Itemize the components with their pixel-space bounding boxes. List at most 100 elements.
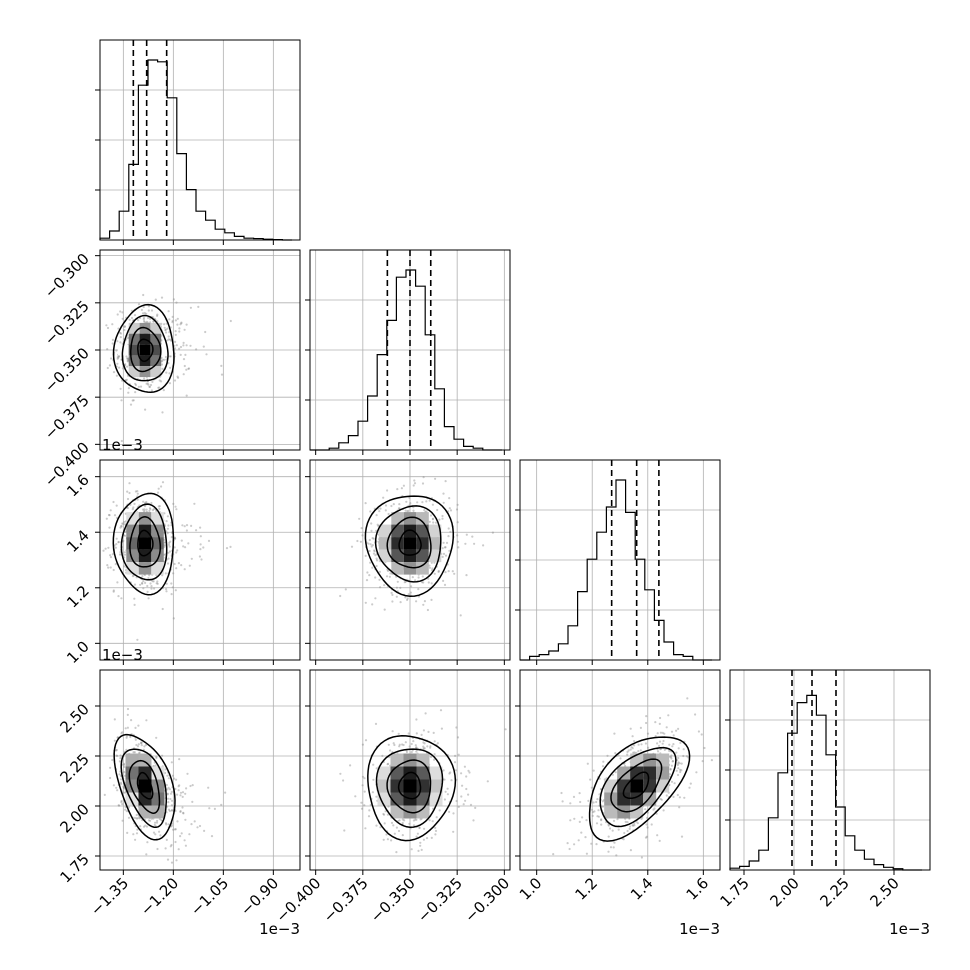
scatter-point: [178, 347, 181, 350]
contour-line: [374, 505, 442, 583]
scatter-point: [115, 754, 118, 757]
scatter-point: [150, 585, 153, 588]
scatter-point: [371, 544, 374, 547]
scatter-point: [401, 834, 404, 837]
scatter-point: [107, 566, 110, 569]
scatter-point: [185, 394, 188, 397]
scatter-point: [449, 530, 452, 534]
scatter-point: [178, 327, 181, 330]
scatter-point: [444, 480, 447, 483]
density-block: [630, 779, 644, 793]
scatter-point: [123, 328, 126, 332]
scatter-point: [167, 543, 171, 546]
scatter-point: [142, 316, 146, 319]
scatter-point: [121, 367, 125, 370]
scatter-point: [405, 500, 408, 503]
scatter-point: [418, 826, 421, 829]
scatter-point: [173, 379, 177, 382]
scatter-point: [461, 784, 464, 787]
scatter-point: [138, 751, 141, 754]
scatter-point: [126, 357, 129, 360]
scatter-point: [670, 764, 674, 767]
scatter-point: [387, 512, 390, 516]
scatter-point: [595, 843, 598, 846]
scatter-point: [444, 546, 447, 549]
scatter-point: [105, 324, 108, 327]
scatter-point: [127, 391, 130, 394]
scatter-panel-1-0: [99, 249, 301, 451]
scatter-point: [157, 505, 160, 508]
scatter-point: [448, 507, 451, 510]
scatter-point: [398, 819, 401, 822]
scatter-point: [124, 727, 127, 730]
scatter-point: [388, 575, 391, 578]
scatter-point: [130, 719, 133, 722]
scatter-point: [645, 715, 648, 718]
scatter-point: [420, 733, 423, 737]
scatter-point: [118, 804, 121, 807]
scatter-point: [396, 488, 399, 491]
x-axis-offset: 1e−3: [679, 920, 720, 938]
scatter-point: [160, 818, 163, 822]
y-tick-label: 1.0: [63, 637, 93, 667]
scatter-point: [697, 730, 701, 733]
scatter-point: [404, 741, 407, 744]
scatter-point: [163, 541, 167, 544]
scatter-point: [389, 749, 392, 752]
scatter-point: [598, 793, 601, 796]
scatter-point: [113, 739, 116, 742]
scatter-point: [196, 826, 199, 829]
scatter-point: [135, 813, 138, 817]
scatter-point: [119, 332, 123, 335]
scatter-point: [153, 823, 156, 827]
contour-line: [386, 759, 432, 814]
scatter-point: [395, 826, 398, 829]
scatter-point: [173, 536, 176, 539]
scatter-point: [167, 338, 170, 341]
scatter-point: [644, 742, 648, 745]
scatter-point: [146, 590, 149, 594]
scatter-point: [119, 336, 122, 339]
scatter-point: [449, 771, 452, 774]
scatter-point: [385, 833, 388, 836]
histogram-panel-0: [95, 39, 301, 241]
scatter-point: [117, 355, 120, 358]
scatter-point: [430, 598, 433, 602]
scatter-point: [119, 310, 122, 313]
scatter-point: [407, 509, 410, 512]
scatter-point: [145, 312, 148, 315]
scatter-point: [415, 718, 418, 721]
scatter-point: [386, 813, 389, 816]
scatter-point: [118, 773, 121, 776]
scatter-point: [601, 805, 605, 808]
scatter-point: [116, 356, 119, 359]
scatter-point: [172, 298, 175, 301]
scatter-point: [179, 353, 182, 356]
scatter-point: [169, 355, 172, 358]
y-tick-label: −0.325: [41, 297, 93, 349]
scatter-point: [168, 788, 171, 791]
scatter-point: [167, 786, 170, 789]
scatter-point: [573, 817, 576, 820]
scatter-point: [433, 561, 436, 564]
scatter-point: [433, 758, 436, 761]
scatter-point: [375, 767, 378, 770]
scatter-point: [676, 773, 680, 777]
histogram-bars: [99, 59, 292, 241]
scatter-point: [387, 762, 390, 766]
scatter-point: [612, 846, 615, 849]
contour-line: [112, 492, 175, 596]
scatter-point: [639, 726, 643, 730]
scatter-point: [360, 807, 364, 810]
density-block: [416, 537, 429, 550]
scatter-point: [156, 847, 159, 851]
scatter-point: [381, 754, 384, 758]
scatter-point: [126, 707, 130, 711]
scatter-point: [145, 508, 148, 511]
scatter-point: [414, 818, 417, 821]
scatter-point: [443, 546, 447, 549]
scatter-point: [415, 746, 418, 749]
scatter-point: [668, 749, 671, 753]
scatter-point: [120, 439, 123, 443]
scatter-point: [434, 477, 437, 480]
